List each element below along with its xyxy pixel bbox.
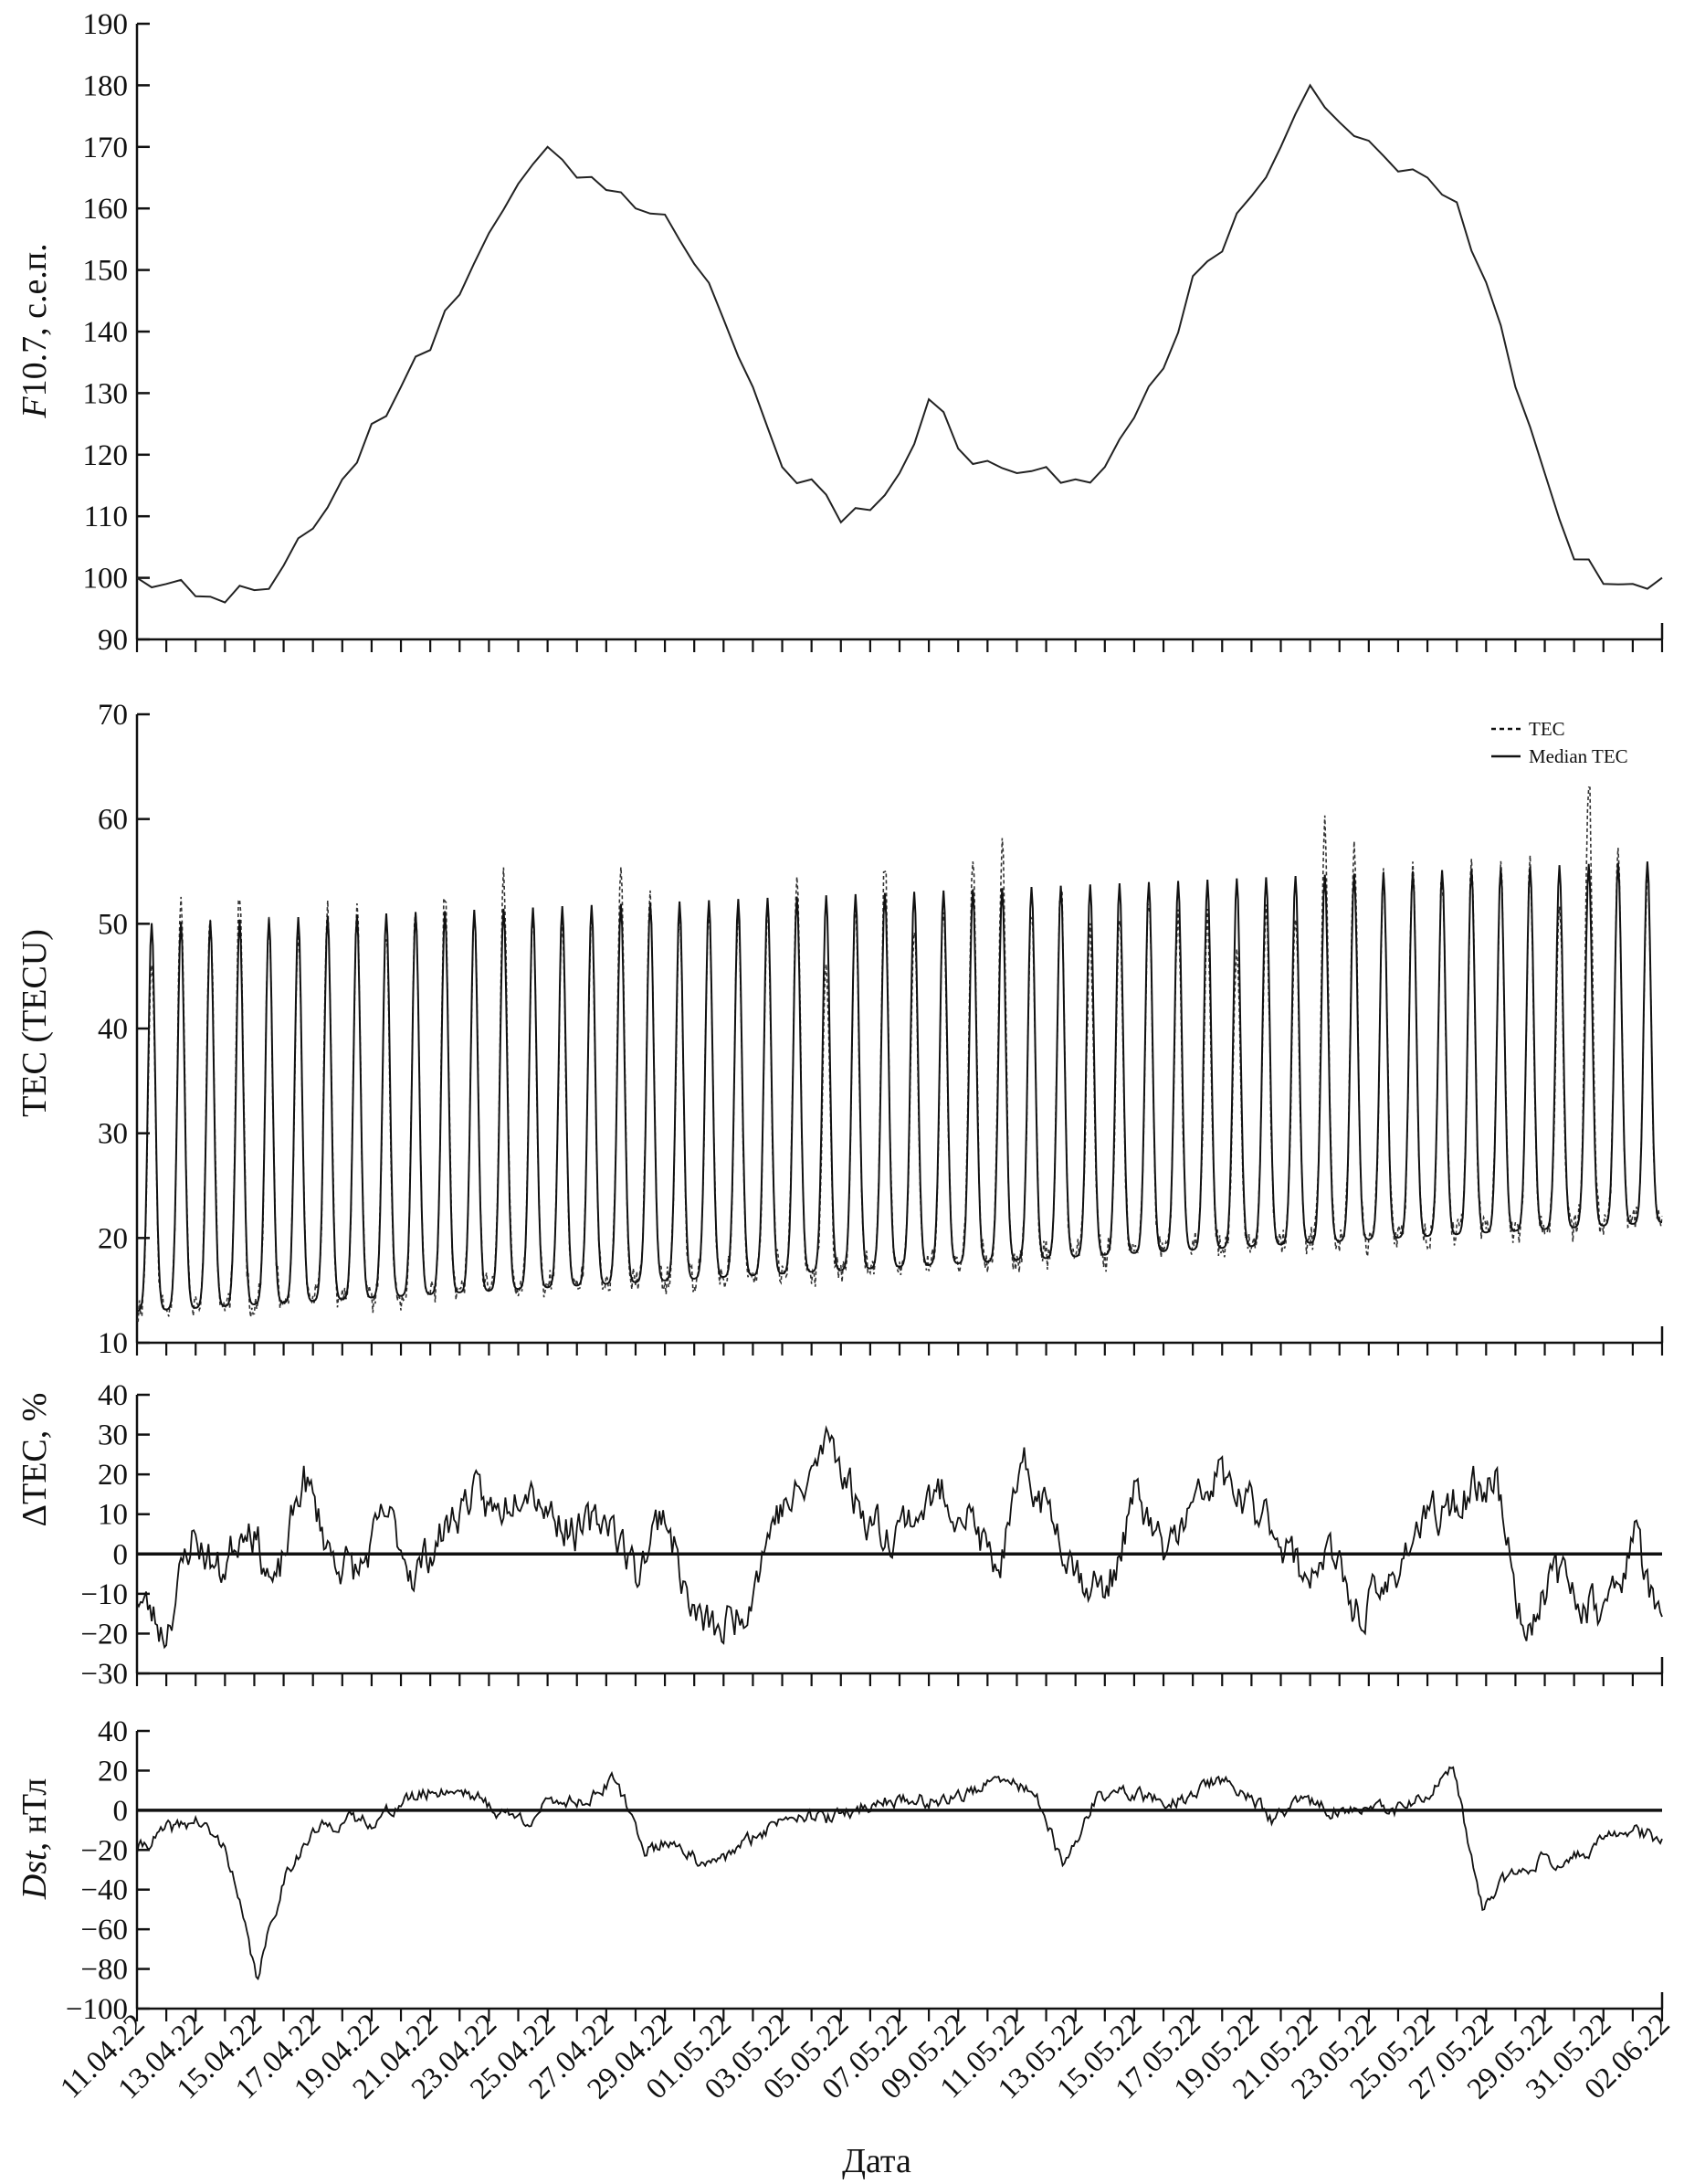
y-tick-label: 120 — [83, 439, 129, 472]
y-tick-label: 0 — [113, 1795, 129, 1828]
tec-legend: TEC Median TEC — [1491, 718, 1628, 767]
y-tick-label: −10 — [80, 1578, 128, 1611]
y-tick-label: 140 — [83, 316, 129, 349]
y-tick-label: 160 — [83, 193, 129, 226]
y-tick-label: −20 — [80, 1834, 128, 1867]
y-tick-label: 150 — [83, 255, 129, 288]
y-tick-label: 50 — [98, 908, 128, 941]
y-tick-label: 90 — [98, 624, 128, 657]
y-tick-label: −80 — [80, 1954, 128, 1987]
x-tick-labels: 11.04.2213.04.2215.04.2217.04.2219.04.22… — [54, 2008, 1676, 2105]
y-tick-label: 130 — [83, 377, 129, 410]
y-tick-label: 20 — [98, 1459, 128, 1492]
y-tick-label: −20 — [80, 1618, 128, 1651]
dst-series-line — [136, 1766, 1663, 1981]
x-axis-label: Дата — [842, 2142, 911, 2180]
y-tick-label: 10 — [98, 1327, 128, 1360]
delta-tec-panel: −30 −20 −10 0 10 20 30 40 — [80, 1379, 1664, 1691]
y-tick-label: −40 — [80, 1874, 128, 1907]
legend-median-label: Median TEC — [1529, 745, 1628, 767]
y-tick-label: −30 — [80, 1658, 128, 1691]
tec-panel: 10 20 30 40 50 60 70 — [98, 699, 1664, 1360]
median-tec-series-line — [136, 861, 1663, 1313]
y-tick-label: 110 — [84, 501, 128, 533]
dst-ylabel: Dst, нТл — [16, 1778, 54, 1900]
tec-ylabel: TEC (TECU) — [16, 929, 54, 1117]
y-tick-label: 180 — [83, 69, 129, 102]
y-tick-label: 30 — [98, 1118, 128, 1151]
y-tick-label: 40 — [98, 1013, 128, 1046]
y-tick-label: 170 — [83, 132, 129, 164]
y-tick-label: 100 — [83, 563, 129, 596]
y-tick-label: 190 — [83, 8, 129, 41]
y-tick-label: 70 — [98, 699, 128, 732]
f107-ylabel: F10.7, с.е.п. — [16, 243, 54, 418]
tec-series-line — [136, 786, 1663, 1323]
delta-tec-ylabel: ΔTEC, % — [16, 1393, 54, 1527]
y-tick-label: 20 — [98, 1755, 128, 1788]
y-tick-label: 10 — [98, 1499, 128, 1532]
dst-panel: −100 −80 −60 −40 −20 0 20 40 — [66, 1715, 1664, 2026]
legend-tec-label: TEC — [1529, 718, 1565, 740]
y-tick-label: 30 — [98, 1419, 128, 1452]
y-tick-label: 60 — [98, 804, 128, 837]
f107-panel: 90 100 110 120 130 140 150 160 170 180 190 — [83, 8, 1664, 657]
y-tick-label: 40 — [98, 1379, 128, 1412]
y-tick-label: −100 — [66, 1993, 128, 2026]
y-tick-label: 40 — [98, 1715, 128, 1748]
y-tick-label: 0 — [113, 1538, 129, 1571]
y-tick-label: 20 — [98, 1222, 128, 1255]
y-tick-label: −60 — [80, 1914, 128, 1947]
f107-series-line — [136, 83, 1663, 604]
delta-tec-series-line — [136, 1425, 1663, 1650]
